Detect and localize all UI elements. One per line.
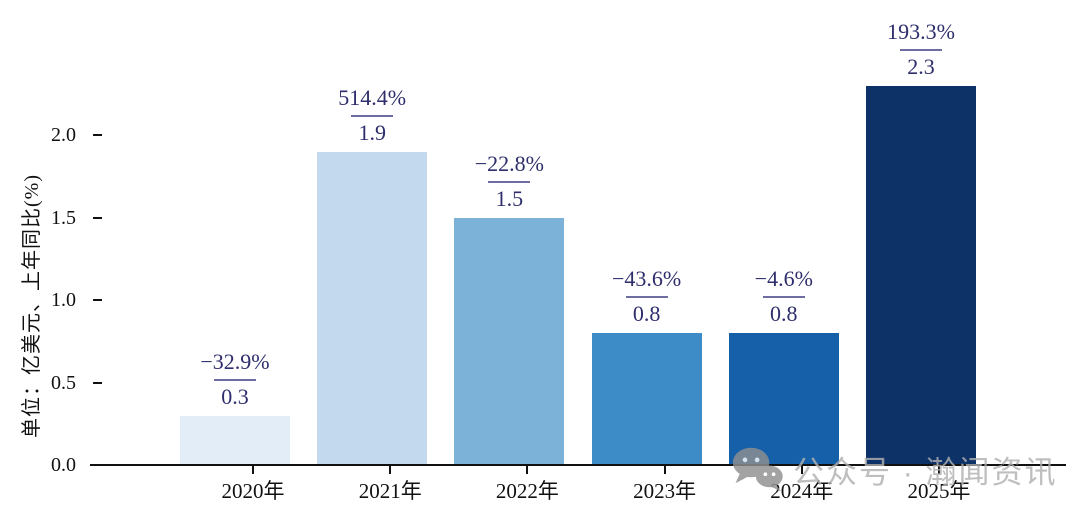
bar bbox=[866, 85, 976, 465]
bar-annotation: 514.4% 1.9 bbox=[292, 85, 452, 146]
bar-annotation: 193.3% 2.3 bbox=[841, 19, 1001, 80]
bar-annotation: −22.8% 1.5 bbox=[429, 151, 589, 212]
y-tick-label: 0.0 bbox=[51, 454, 76, 476]
x-tick-mark bbox=[800, 464, 803, 474]
fraction-line bbox=[625, 296, 668, 298]
x-tick-label: 2023年 bbox=[633, 479, 697, 503]
y-tick-mark bbox=[93, 381, 102, 384]
bar-value-label: 2.3 bbox=[907, 53, 935, 79]
bar bbox=[180, 415, 290, 465]
growth-label: −22.8% bbox=[474, 150, 544, 176]
x-tick-label: 2025年 bbox=[907, 479, 971, 503]
growth-label: −32.9% bbox=[200, 348, 270, 374]
y-tick-label: 0.5 bbox=[51, 371, 76, 394]
y-tick-label: 2.0 bbox=[51, 124, 76, 146]
bar-value-label: 0.3 bbox=[221, 383, 249, 409]
bar bbox=[317, 151, 428, 465]
x-tick-label: 2020年 bbox=[221, 479, 285, 503]
bar-annotation: −4.6% 0.8 bbox=[704, 266, 864, 327]
bar bbox=[454, 217, 565, 465]
growth-label: 514.4% bbox=[338, 84, 407, 110]
x-axis-line bbox=[90, 463, 1066, 466]
fraction-line bbox=[762, 296, 805, 298]
fraction-line bbox=[488, 180, 531, 183]
x-tick-mark bbox=[663, 464, 666, 474]
wechat-icon bbox=[732, 447, 783, 492]
y-tick-mark bbox=[93, 134, 102, 136]
bar-annotation: −43.6% 0.8 bbox=[567, 266, 727, 327]
growth-label: 193.3% bbox=[887, 18, 955, 44]
bar-value-label: 0.8 bbox=[632, 301, 661, 326]
x-tick-label: 2022年 bbox=[495, 479, 559, 503]
x-tick-mark bbox=[938, 464, 940, 474]
x-tick-label: 2021年 bbox=[358, 479, 422, 503]
fraction-line bbox=[351, 114, 394, 117]
watermark: 公众号 · 瀚闻资讯 bbox=[732, 446, 1058, 492]
fraction-line bbox=[214, 378, 256, 381]
bar bbox=[728, 333, 839, 465]
y-tick-label: 1.0 bbox=[51, 289, 76, 311]
x-tick-mark bbox=[252, 464, 254, 474]
fraction-line bbox=[900, 48, 942, 51]
x-tick-mark bbox=[526, 464, 529, 474]
growth-label: −43.6% bbox=[611, 266, 682, 291]
bar-value-label: 1.5 bbox=[495, 185, 524, 211]
bar-annotation: −32.9% 0.3 bbox=[155, 349, 315, 410]
y-tick-mark bbox=[93, 216, 102, 219]
bar bbox=[591, 333, 702, 465]
y-tick-mark bbox=[93, 299, 102, 301]
bar-value-label: 1.9 bbox=[358, 119, 386, 145]
y-tick-label: 1.5 bbox=[51, 206, 76, 229]
watermark-text: 公众号 · 瀚闻资讯 bbox=[793, 454, 1058, 490]
growth-label: −4.6% bbox=[754, 266, 813, 291]
bar-value-label: 0.8 bbox=[770, 301, 798, 326]
x-tick-mark bbox=[389, 464, 392, 474]
